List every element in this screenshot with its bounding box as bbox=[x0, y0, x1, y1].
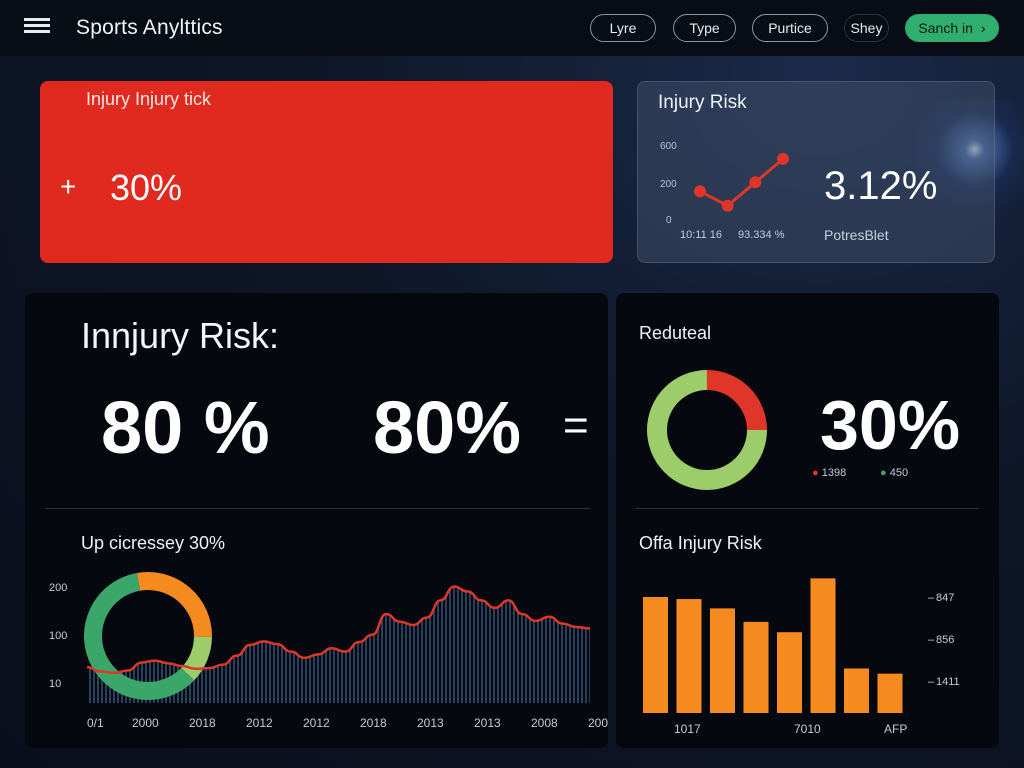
bar-right-labels: ‒ 847 ‒ 856 ‒ 1411 bbox=[928, 592, 960, 688]
nav-pill-shey[interactable]: Shey bbox=[844, 14, 889, 42]
donut-slice-2 bbox=[180, 636, 212, 681]
small-donut-chart bbox=[84, 572, 212, 700]
risk-value-a: 80 % bbox=[101, 386, 270, 469]
donut-slice-2 bbox=[647, 370, 767, 490]
area-chart: 200 100 10 0/1 2000 2018 2012 2012 2018 2013 2013… bbox=[49, 572, 608, 730]
legend-dot-green-icon: ● bbox=[880, 467, 887, 479]
area-y-tick-3: 10 bbox=[49, 678, 61, 690]
bar-4 bbox=[743, 621, 769, 713]
area-x-label-9: 2008 bbox=[531, 716, 558, 730]
area-line-series bbox=[86, 585, 591, 675]
nav-pill-purtice[interactable]: Purtice bbox=[752, 14, 828, 42]
injury-tick-title: Injury Injury tick bbox=[86, 89, 212, 109]
area-x-label-5: 2012 bbox=[303, 716, 330, 730]
bar-x-label-2: 7010 bbox=[794, 722, 821, 736]
area-fill bbox=[87, 586, 590, 703]
mini-y-tick-200: 200 bbox=[660, 179, 677, 190]
legend-label-1: 1398 bbox=[821, 467, 847, 479]
nav-pill-type[interactable]: Type bbox=[673, 14, 736, 42]
legend-item-2: ● 450 bbox=[880, 467, 908, 479]
area-y-tick-2: 100 bbox=[49, 630, 67, 642]
donut-slice-1 bbox=[136, 572, 212, 638]
donut-slice-1 bbox=[706, 370, 767, 431]
bar-chart-title: Offa Injury Risk bbox=[639, 533, 762, 553]
mini-line-point-4 bbox=[777, 152, 789, 165]
bar-chart: ‒ 847 ‒ 856 ‒ 1411 1017 7010 AFP bbox=[643, 578, 960, 736]
bar-right-label-3: 1411 bbox=[936, 676, 960, 688]
bar-x-label-3: AFP bbox=[884, 722, 907, 736]
mini-line-point-1 bbox=[694, 185, 706, 198]
panel-divider bbox=[45, 508, 590, 509]
area-x-label-2: 2000 bbox=[132, 716, 159, 730]
top-bar: Sports Anylttics Lyre Type Purtice Shey … bbox=[0, 0, 1024, 56]
bar-5 bbox=[777, 632, 802, 713]
area-x-label-3: 2018 bbox=[189, 716, 216, 730]
bar-7 bbox=[844, 668, 869, 713]
mini-y-tick-0: 0 bbox=[666, 215, 672, 226]
reduced-title: Reduteal bbox=[639, 323, 712, 343]
risk-value-b: 80% bbox=[373, 386, 522, 469]
area-x-label-6: 2018 bbox=[360, 716, 387, 730]
bar-8 bbox=[877, 673, 903, 713]
injury-tick-card: Injury Injury tick + 30% bbox=[40, 81, 613, 263]
area-y-tick-1: 200 bbox=[49, 582, 67, 594]
bar-right-label-2: 856 bbox=[936, 634, 954, 646]
area-x-label-8: 2013 bbox=[474, 716, 501, 730]
injury-tick-value: 30% bbox=[110, 167, 183, 208]
mini-line-point-3 bbox=[749, 176, 762, 189]
mini-x-label-1: 10:11 16 bbox=[680, 229, 722, 241]
hamburger-menu-icon[interactable] bbox=[24, 18, 50, 38]
plus-sign: + bbox=[60, 171, 77, 202]
injury-risk-panel: Innjury Risk: 80 % 80% = Up cicressey 30… bbox=[25, 293, 608, 748]
area-x-label-7: 2013 bbox=[417, 716, 444, 730]
area-x-label-4: 2012 bbox=[246, 716, 273, 730]
legend-label-2: 450 bbox=[889, 467, 909, 479]
area-x-label-1: 0/1 bbox=[87, 716, 104, 730]
reduced-panel: Reduteal 30% ● 1398 ● 450 Offa Injury Ri… bbox=[616, 293, 999, 748]
bar-3 bbox=[710, 608, 735, 713]
area-x-label-10: 2008 bbox=[588, 716, 608, 730]
mini-card-caption: PotresBlet bbox=[824, 227, 889, 243]
mini-card-value: 3.12% bbox=[824, 164, 938, 208]
svg-text:‒: ‒ bbox=[928, 676, 935, 688]
donut-slice-3 bbox=[84, 572, 195, 700]
legend-item-1: ● 1398 bbox=[812, 467, 846, 479]
sign-in-button[interactable]: Sanch in › bbox=[905, 14, 999, 42]
mini-card-title: Injury Risk bbox=[658, 92, 747, 113]
bar-x-label-1: 1017 bbox=[674, 722, 701, 736]
reduced-donut-chart bbox=[647, 370, 767, 490]
mini-line-point-2 bbox=[721, 199, 734, 212]
svg-text:‒: ‒ bbox=[928, 634, 935, 646]
mini-y-tick-600: 600 bbox=[660, 141, 677, 152]
bar-6 bbox=[810, 578, 836, 713]
sign-in-label: Sanch in bbox=[918, 20, 973, 36]
bar-1 bbox=[643, 597, 668, 713]
nav-pill-lyre[interactable]: Lyre bbox=[590, 14, 656, 42]
app-title: Sports Anylttics bbox=[76, 16, 223, 39]
mini-line-series bbox=[699, 157, 784, 208]
area-chart-title: Up cicressey 30% bbox=[81, 533, 226, 553]
mini-line-chart: 600 200 0 10:11 16 93.334 % bbox=[660, 141, 789, 241]
svg-text:‒: ‒ bbox=[928, 592, 935, 604]
mini-x-label-2: 93.334 % bbox=[738, 229, 785, 241]
injury-risk-mini-card: Injury Risk 600 200 0 10:11 16 93.334 % … bbox=[637, 81, 995, 263]
reduced-value: 30% bbox=[820, 386, 961, 464]
injury-risk-heading: Innjury Risk: bbox=[81, 315, 280, 356]
legend-dot-red-icon: ● bbox=[812, 467, 819, 479]
bar-2 bbox=[676, 599, 702, 713]
right-panel-divider bbox=[636, 508, 979, 509]
bar-right-label-1: 847 bbox=[936, 592, 954, 604]
chevron-right-icon: › bbox=[980, 20, 986, 36]
equals-sign: = bbox=[563, 401, 589, 450]
